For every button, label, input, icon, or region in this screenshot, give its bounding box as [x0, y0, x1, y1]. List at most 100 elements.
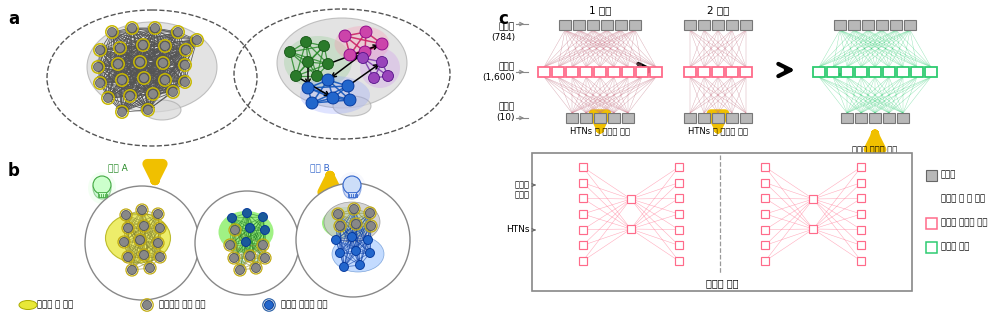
- Text: 학습된
시냅스: 학습된 시냅스: [515, 180, 530, 200]
- FancyBboxPatch shape: [813, 67, 825, 77]
- Text: c: c: [498, 10, 508, 28]
- Text: HTNs 를 찾아서 숨김: HTNs 를 찾아서 숨김: [570, 126, 630, 135]
- FancyBboxPatch shape: [890, 20, 902, 30]
- FancyBboxPatch shape: [579, 257, 587, 265]
- Circle shape: [302, 57, 314, 68]
- Circle shape: [126, 92, 134, 100]
- Text: 학습이 덜 된 뉴런: 학습이 덜 된 뉴런: [941, 195, 985, 204]
- Circle shape: [306, 97, 318, 109]
- Text: 입력 A: 입력 A: [108, 163, 128, 172]
- Circle shape: [158, 58, 168, 68]
- Circle shape: [242, 238, 250, 246]
- FancyBboxPatch shape: [761, 226, 769, 234]
- FancyBboxPatch shape: [675, 210, 683, 218]
- FancyBboxPatch shape: [579, 163, 587, 171]
- FancyBboxPatch shape: [98, 192, 106, 197]
- Circle shape: [327, 92, 339, 104]
- FancyBboxPatch shape: [566, 113, 578, 123]
- Circle shape: [156, 252, 164, 262]
- Circle shape: [318, 40, 330, 52]
- FancyBboxPatch shape: [559, 20, 571, 30]
- Circle shape: [382, 70, 394, 82]
- Circle shape: [285, 46, 296, 58]
- FancyBboxPatch shape: [926, 169, 937, 180]
- Text: 충분히 학습된 뉴런: 충분히 학습된 뉴런: [281, 301, 328, 309]
- FancyBboxPatch shape: [712, 113, 724, 123]
- Circle shape: [344, 94, 356, 106]
- Circle shape: [114, 59, 122, 69]
- FancyBboxPatch shape: [897, 67, 909, 77]
- Text: 입력 B: 입력 B: [310, 163, 330, 172]
- FancyBboxPatch shape: [857, 163, 865, 171]
- FancyBboxPatch shape: [761, 210, 769, 218]
- FancyBboxPatch shape: [761, 257, 769, 265]
- Text: HTNs: HTNs: [507, 226, 530, 234]
- Circle shape: [93, 176, 111, 194]
- Circle shape: [258, 212, 268, 222]
- FancyBboxPatch shape: [876, 20, 888, 30]
- FancyBboxPatch shape: [580, 113, 592, 123]
- FancyBboxPatch shape: [855, 67, 867, 77]
- Circle shape: [148, 89, 158, 99]
- Ellipse shape: [218, 211, 274, 253]
- FancyBboxPatch shape: [675, 163, 683, 171]
- FancyBboxPatch shape: [684, 67, 696, 77]
- FancyBboxPatch shape: [841, 113, 853, 123]
- FancyBboxPatch shape: [869, 67, 881, 77]
- FancyBboxPatch shape: [712, 20, 724, 30]
- Circle shape: [140, 74, 148, 82]
- Circle shape: [364, 235, 372, 245]
- Ellipse shape: [324, 202, 380, 242]
- Circle shape: [182, 46, 190, 54]
- FancyBboxPatch shape: [675, 257, 683, 265]
- Ellipse shape: [333, 96, 371, 116]
- FancyBboxPatch shape: [580, 67, 592, 77]
- Ellipse shape: [93, 177, 111, 199]
- FancyBboxPatch shape: [601, 20, 613, 30]
- Circle shape: [128, 265, 136, 275]
- Circle shape: [94, 63, 103, 71]
- Circle shape: [160, 76, 170, 84]
- Circle shape: [322, 58, 334, 70]
- Circle shape: [368, 72, 380, 83]
- Circle shape: [136, 235, 144, 245]
- Circle shape: [334, 210, 342, 218]
- Circle shape: [246, 223, 254, 233]
- FancyBboxPatch shape: [740, 67, 752, 77]
- Circle shape: [312, 70, 322, 82]
- FancyBboxPatch shape: [761, 163, 769, 171]
- FancyBboxPatch shape: [348, 192, 356, 197]
- Circle shape: [260, 253, 270, 263]
- Circle shape: [180, 60, 190, 70]
- FancyBboxPatch shape: [904, 20, 916, 30]
- Circle shape: [366, 248, 374, 258]
- Circle shape: [336, 222, 344, 230]
- Text: 학습되지 않은 뉴런: 학습되지 않은 뉴런: [159, 301, 206, 309]
- FancyBboxPatch shape: [848, 20, 860, 30]
- Text: 2 세대: 2 세대: [707, 5, 729, 15]
- FancyBboxPatch shape: [926, 193, 937, 204]
- FancyBboxPatch shape: [857, 241, 865, 249]
- FancyBboxPatch shape: [761, 241, 769, 249]
- Circle shape: [140, 222, 148, 230]
- FancyBboxPatch shape: [579, 179, 587, 187]
- Circle shape: [154, 239, 162, 247]
- Ellipse shape: [106, 213, 170, 263]
- Text: 입력층
(784): 입력층 (784): [491, 22, 515, 42]
- Ellipse shape: [322, 207, 370, 239]
- Ellipse shape: [87, 22, 217, 112]
- Circle shape: [96, 46, 104, 54]
- Circle shape: [322, 74, 334, 86]
- Ellipse shape: [284, 36, 352, 88]
- FancyBboxPatch shape: [857, 210, 865, 218]
- Circle shape: [336, 248, 344, 258]
- Circle shape: [236, 265, 244, 275]
- FancyBboxPatch shape: [897, 113, 909, 123]
- Ellipse shape: [19, 301, 37, 309]
- Circle shape: [138, 40, 148, 50]
- Circle shape: [352, 246, 360, 256]
- FancyBboxPatch shape: [740, 20, 752, 30]
- Circle shape: [122, 210, 130, 220]
- Circle shape: [150, 23, 160, 33]
- Circle shape: [160, 41, 170, 51]
